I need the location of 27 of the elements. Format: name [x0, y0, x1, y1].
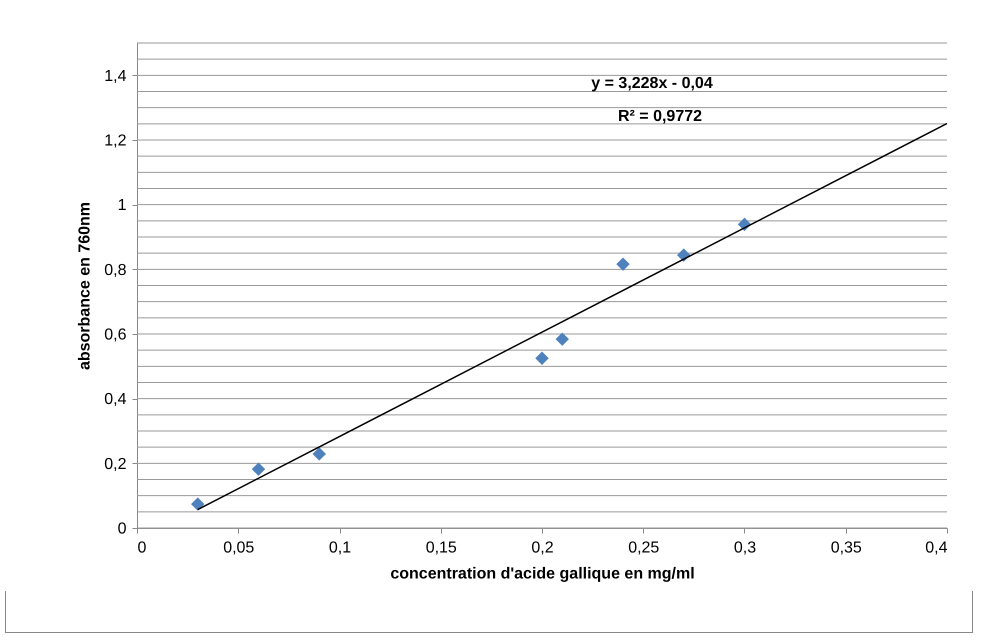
y-tick-label: 0,6	[104, 326, 127, 344]
x-tick-label: 0,05	[223, 540, 254, 556]
x-tick-label: 0,3	[734, 540, 756, 556]
x-tick-label: 0,2	[531, 540, 554, 556]
point	[535, 352, 549, 365]
x-tick-label: 0,35	[830, 540, 862, 556]
point	[556, 332, 569, 346]
x-axis-title: concentration d'acide gallique en mg/ml	[390, 566, 695, 582]
y-axis-title: absorbance en 760nm	[76, 202, 94, 370]
point	[312, 447, 326, 461]
annotation: R² = 0,9772	[618, 108, 702, 125]
y-tick-label: 0	[118, 520, 127, 538]
x-tick-label: 0,4	[925, 540, 948, 556]
annotation: y = 3,228x - 0,04	[591, 75, 713, 92]
y-tick-label: 0,8	[104, 262, 127, 279]
point	[191, 497, 204, 511]
x-tick-label: 0,15	[426, 540, 457, 556]
x-tick-label: 0	[138, 540, 146, 556]
x-tick-label: 0,25	[628, 540, 660, 556]
y-tick-label: 1,2	[104, 132, 127, 150]
x-tick-label: 0,1	[328, 540, 352, 556]
point	[616, 257, 630, 271]
y-tick-label: 1,4	[104, 68, 127, 85]
y-tick-label: 0,2	[104, 456, 127, 473]
y-tick-label: 0,4	[104, 391, 127, 408]
y-tick-label: 1	[118, 197, 127, 214]
point	[252, 462, 266, 476]
